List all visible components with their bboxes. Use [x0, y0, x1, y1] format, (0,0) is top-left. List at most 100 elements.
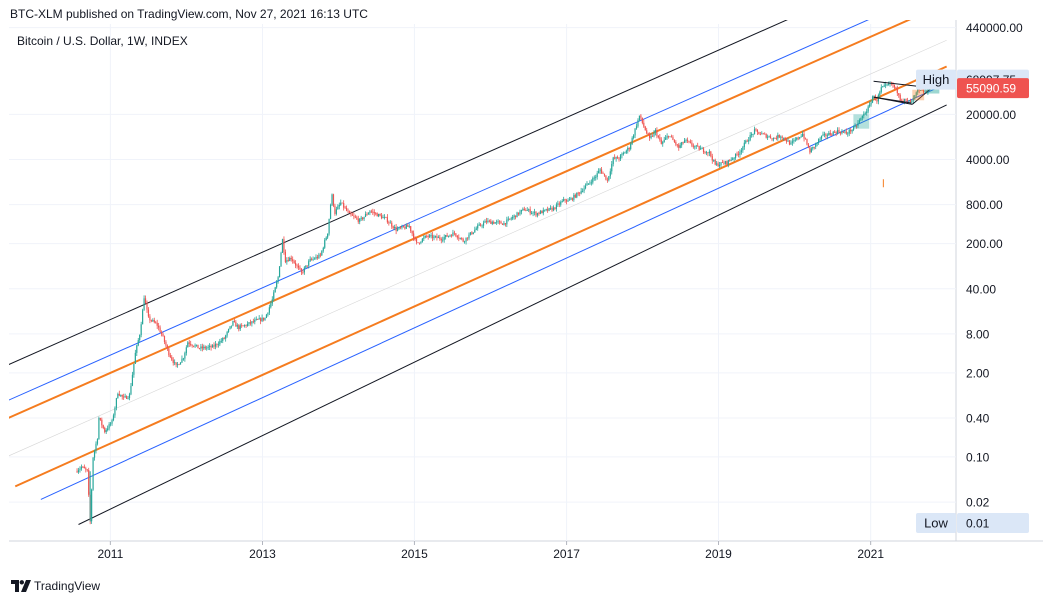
candle-body [574, 194, 576, 198]
candle-body [313, 258, 316, 260]
candle-body [573, 194, 575, 200]
tradingview-logo[interactable]: TradingView [11, 579, 100, 593]
candle-body [788, 140, 791, 145]
candle-body [219, 341, 221, 345]
candle-body [517, 212, 520, 215]
candle-body [436, 236, 438, 239]
candle-body [104, 427, 106, 433]
candle-body [437, 237, 439, 239]
candle-body [468, 234, 470, 239]
candle-body [373, 211, 375, 214]
candle-body [341, 202, 343, 204]
candle-body [781, 136, 783, 138]
candle-body [656, 130, 658, 137]
candle-body [459, 238, 461, 239]
low-badge-value: 0.01 [966, 516, 990, 530]
candle-body [466, 237, 469, 239]
candle-body [820, 135, 823, 139]
candle-body [749, 135, 751, 141]
candle-body [230, 325, 233, 327]
candle-body [633, 135, 635, 138]
low-badge-value-bg [957, 512, 1029, 533]
candle-body [77, 470, 80, 473]
candle-body [739, 151, 741, 155]
candle-body [869, 104, 871, 107]
candle-body [150, 320, 152, 322]
candle-body [732, 158, 734, 160]
candle-body [487, 220, 489, 223]
candle-body [600, 169, 603, 174]
candle-body [80, 466, 83, 469]
channel-line-orange [14, 65, 948, 488]
candle-body [909, 100, 912, 103]
candle-body [720, 162, 722, 165]
candle-body [485, 221, 488, 223]
candle-body [771, 138, 773, 140]
candle-body [844, 131, 846, 133]
candle-body [686, 139, 689, 142]
candle-body [415, 238, 418, 243]
candle-body [331, 194, 333, 206]
candle-body [449, 235, 451, 237]
candle-body [267, 312, 269, 315]
candle-body [847, 133, 849, 135]
candle-body [85, 468, 87, 470]
candle-body [265, 314, 268, 318]
candle-body [794, 139, 796, 141]
candle-body [800, 136, 802, 138]
candle-body [583, 188, 585, 192]
candle-body [815, 143, 817, 147]
candle-body [130, 385, 132, 395]
candle-body [883, 85, 885, 87]
candle-body [778, 135, 780, 138]
candle-body [325, 237, 327, 241]
candle-body [464, 241, 466, 243]
candle-body [828, 132, 830, 136]
candle-body [724, 161, 726, 164]
candle-body [178, 364, 180, 366]
candle-body [220, 340, 222, 342]
candle-body [532, 212, 534, 214]
candle-body [507, 218, 509, 220]
candle-body [246, 323, 249, 326]
candles [76, 76, 939, 525]
publication-attribution: BTC-XLM published on TradingView.com, No… [10, 7, 368, 21]
candle-body [391, 222, 393, 227]
candle-body [867, 106, 869, 112]
candle-body [783, 137, 785, 139]
channel-line-blue [9, 20, 869, 401]
candle-body [561, 200, 563, 203]
last-price-badge-value: 55090.59 [966, 82, 1016, 96]
candle-body [389, 222, 391, 224]
candle-body [882, 86, 884, 88]
candle-body [898, 93, 900, 96]
candle-body [551, 207, 553, 211]
candle-body [643, 122, 645, 127]
candle-body [188, 342, 190, 344]
candle-body [539, 211, 541, 214]
candle-body [114, 407, 116, 416]
candle-body [906, 100, 909, 102]
candle-body [640, 115, 642, 118]
candle-body [748, 140, 750, 142]
candle-body [478, 224, 480, 226]
candle-body [273, 292, 275, 300]
candle-body [195, 344, 198, 346]
candle-body [737, 154, 740, 155]
candle-body [628, 148, 630, 150]
candle-body [287, 260, 289, 262]
candle-body [689, 141, 692, 143]
candle-body [370, 211, 372, 213]
x-tick-label: 2015 [401, 547, 428, 561]
candle-body [899, 95, 901, 101]
candle-body [650, 136, 652, 138]
candle-body [520, 209, 523, 212]
candle-body [609, 171, 611, 177]
candle-body [408, 226, 410, 227]
candle-body [619, 155, 622, 160]
candle-body [845, 131, 847, 134]
candle-body [206, 347, 208, 349]
x-tick-label: 2013 [249, 547, 276, 561]
